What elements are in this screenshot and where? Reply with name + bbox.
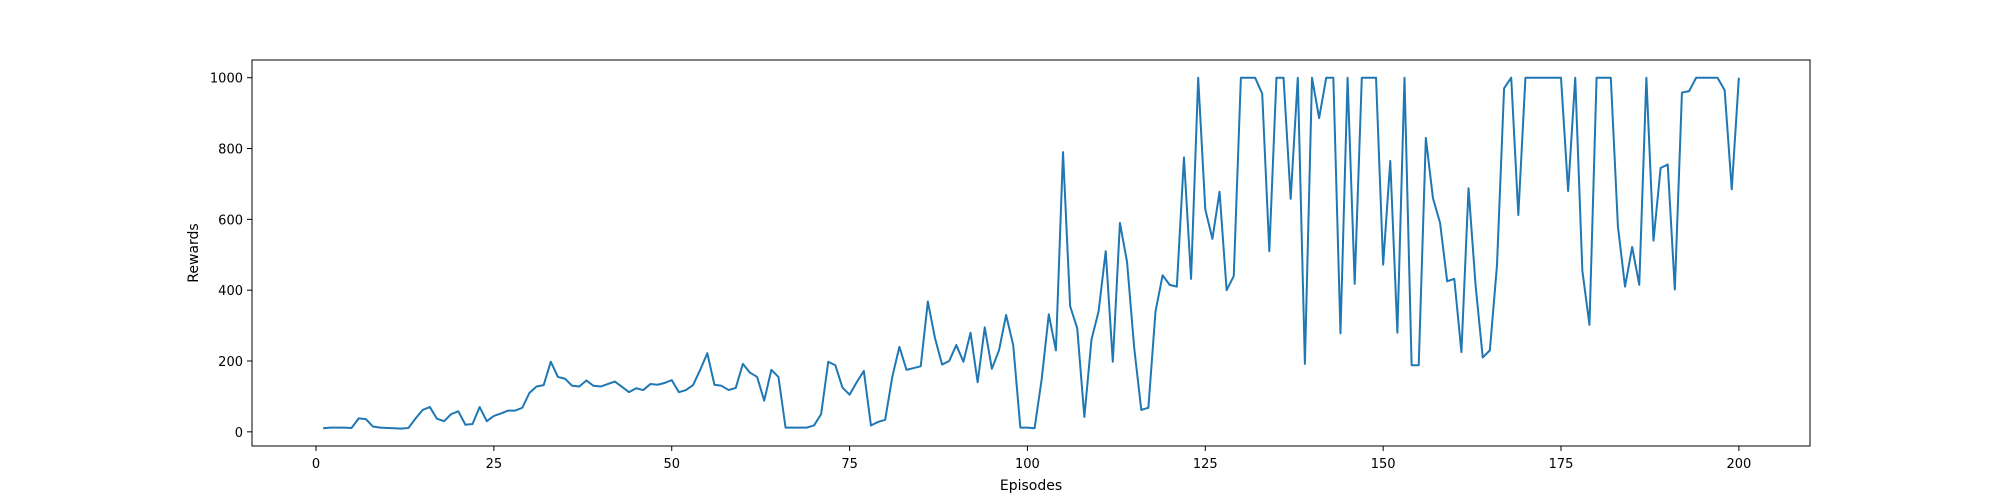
- x-tick-label: 25: [486, 457, 503, 472]
- x-tick-label: 0: [312, 457, 320, 472]
- y-tick-label: 1000: [210, 72, 243, 87]
- x-tick-label: 125: [1193, 457, 1218, 472]
- y-tick-label: 200: [218, 355, 243, 370]
- y-tick-label: 0: [235, 426, 243, 441]
- series-line-0: [323, 76, 1740, 430]
- x-tick-label: 200: [1726, 457, 1751, 472]
- x-axis-label: Episodes: [1000, 478, 1062, 494]
- y-tick-label: 800: [218, 143, 243, 158]
- x-tick-label: 100: [1015, 457, 1040, 472]
- plot-area: [323, 76, 1740, 430]
- y-tick-label: 400: [218, 284, 243, 299]
- plot-frame: [251, 59, 1811, 447]
- x-tick-label: 50: [663, 457, 680, 472]
- y-axis: 0 200 400 600 800 1000: [210, 72, 252, 441]
- x-tick-label: 75: [841, 457, 858, 472]
- x-tick-label: 175: [1549, 457, 1574, 472]
- y-tick-label: 600: [218, 213, 243, 228]
- x-tick-label: 150: [1371, 457, 1396, 472]
- x-axis: 0 25 50 75 100 125 150 175 200: [312, 446, 1751, 472]
- y-axis-label: Rewards: [186, 223, 202, 282]
